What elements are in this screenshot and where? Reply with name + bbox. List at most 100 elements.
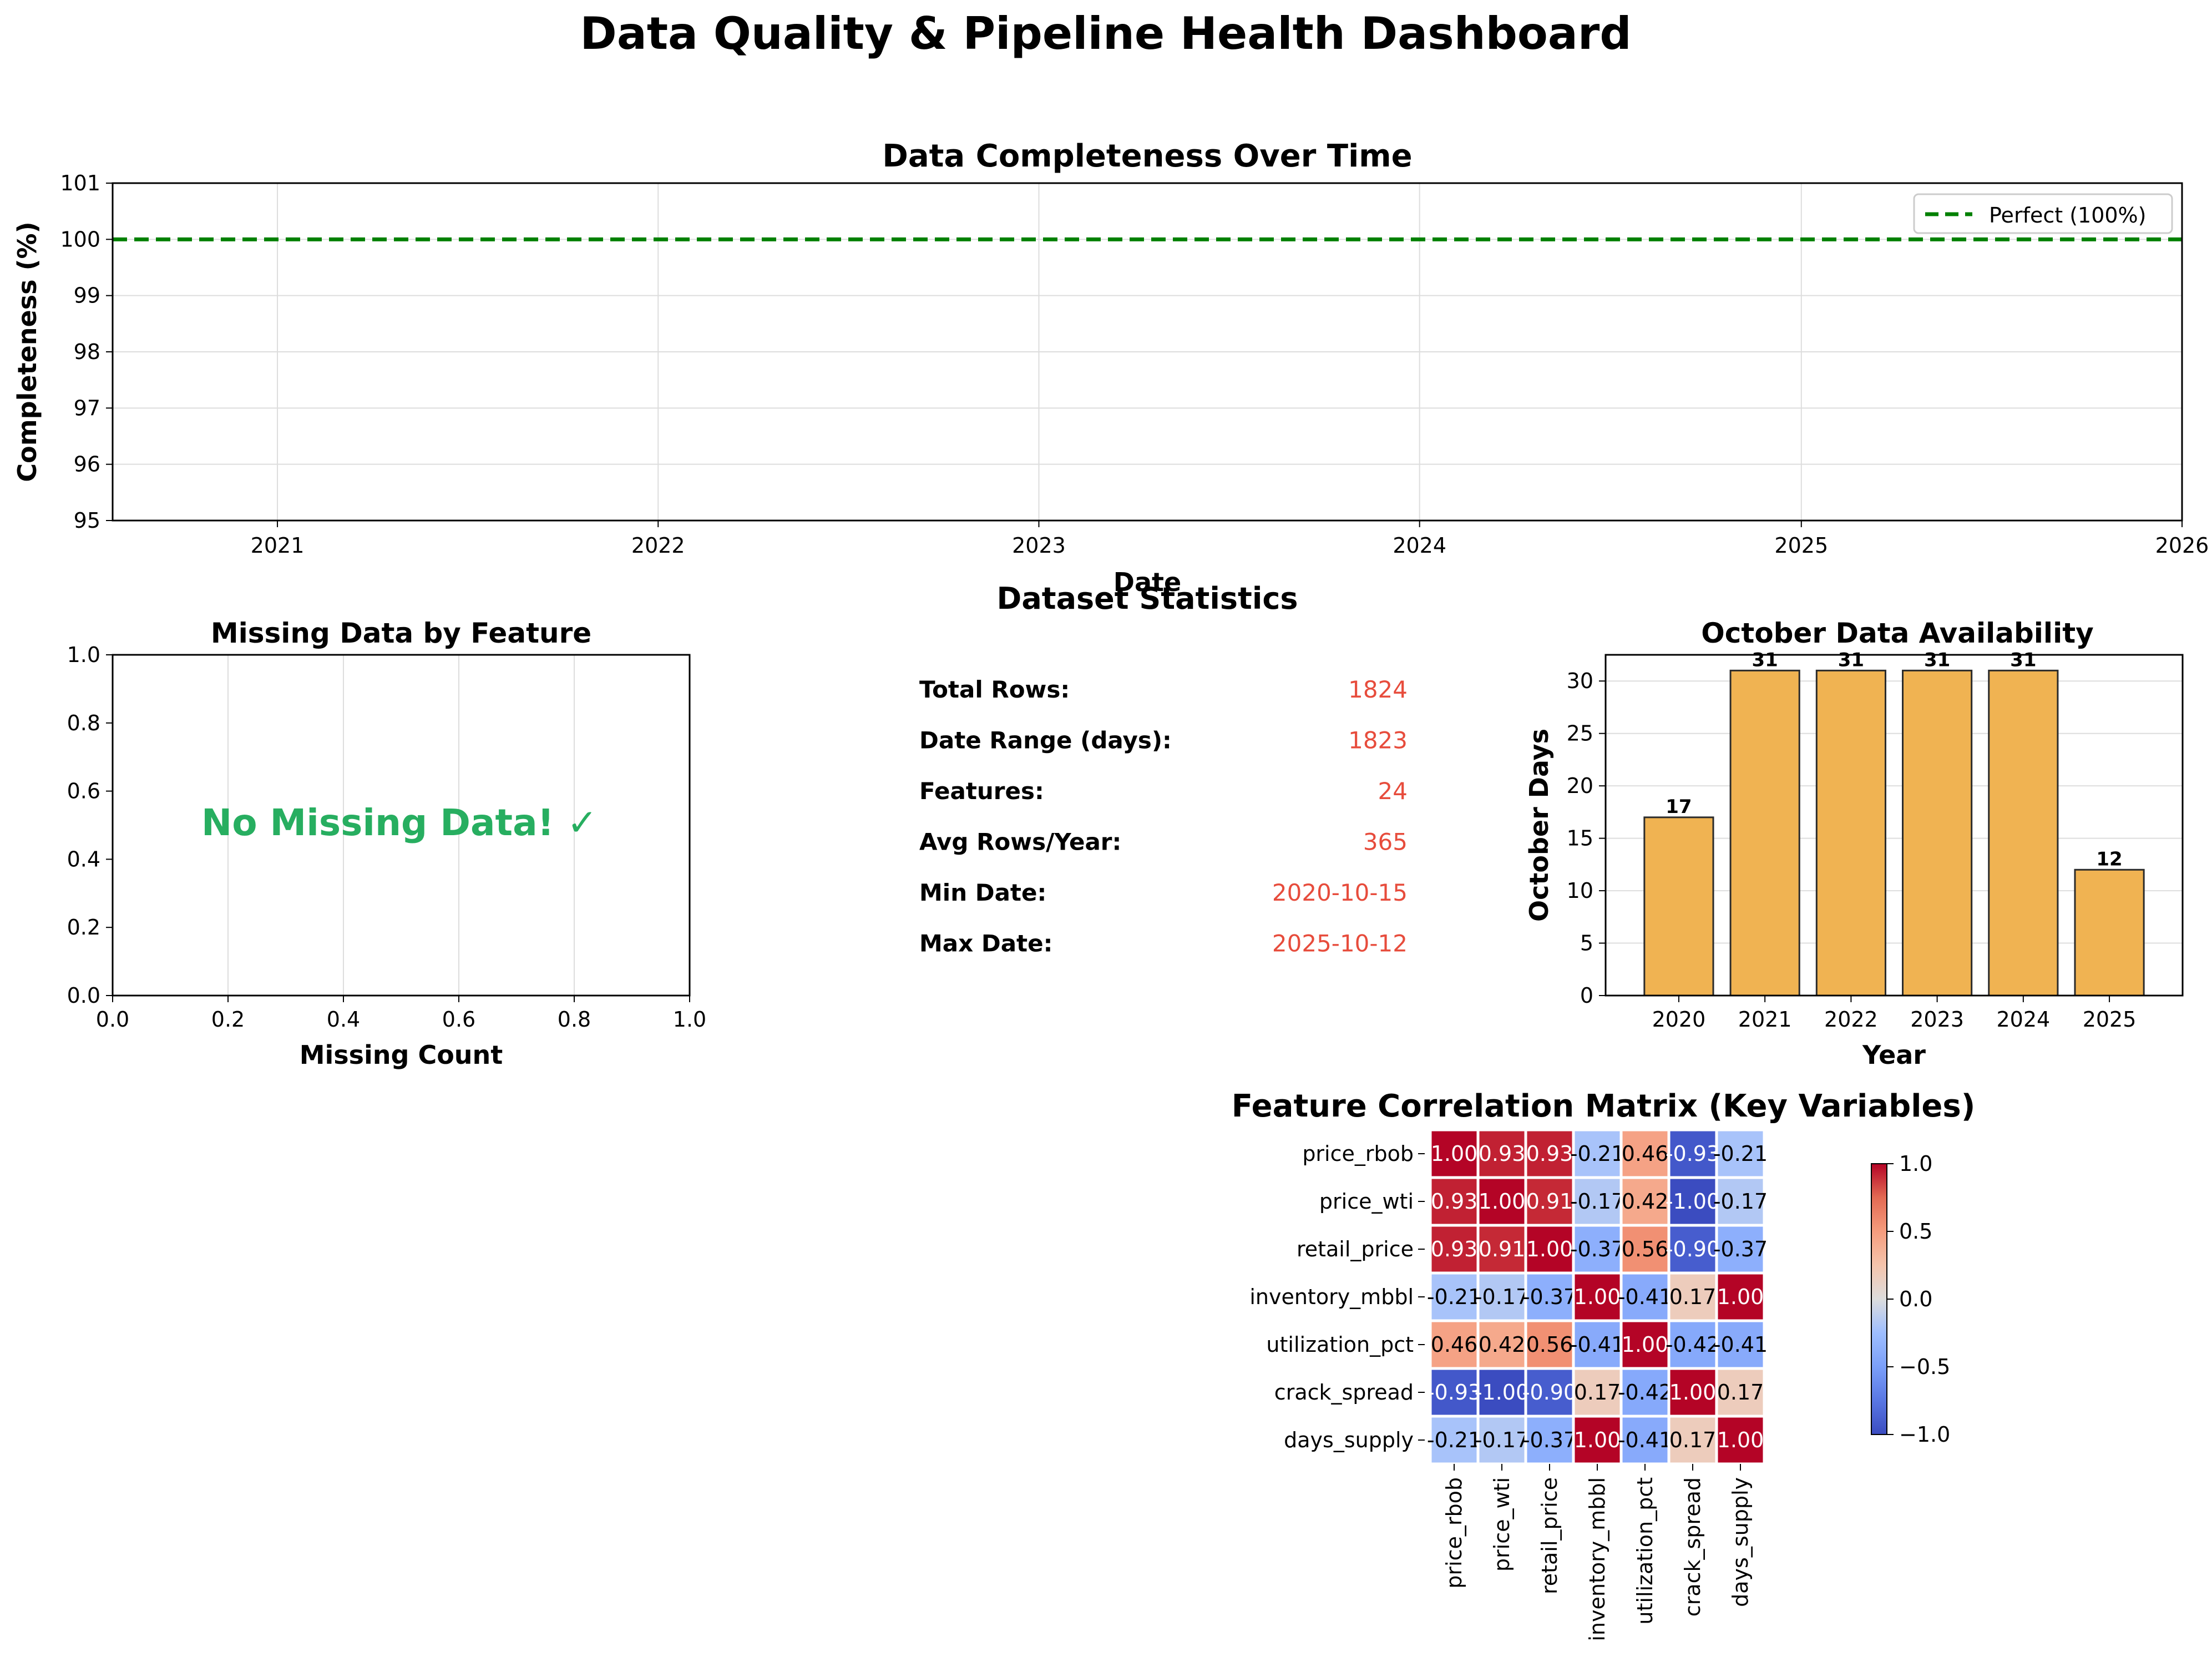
october-y-axis-label: October Days: [1524, 729, 1554, 922]
colorbar-tick-label: −1.0: [1899, 1422, 1950, 1447]
completeness-y-tick-label: 100: [60, 227, 100, 251]
heatmap-cell-label: 0.93: [1431, 1189, 1478, 1214]
completeness-y-axis-label: Completeness (%): [12, 221, 42, 482]
heatmap-cell-label: -0.90: [1522, 1380, 1577, 1405]
heatmap-cell-label: 0.17: [1717, 1380, 1764, 1405]
heatmap-cell-label: -0.21: [1427, 1285, 1481, 1309]
completeness-y-tick-label: 101: [60, 171, 100, 195]
heatmap-cell: [1524, 1176, 1575, 1227]
heatmap-cell-label: 0.93: [1479, 1141, 1526, 1166]
completeness-y-tick-label: 95: [74, 508, 100, 533]
heatmap-cell-label: 1.00: [1431, 1141, 1478, 1166]
colorbar-ticks: 1.0 0.5 0.0 −0.5 −1.0: [1887, 1151, 1950, 1447]
heatmap-cell-label: 0.91: [1526, 1189, 1573, 1214]
completeness-y-tick-label: 96: [74, 452, 100, 477]
heatmap-cell-label: -0.42: [1618, 1380, 1672, 1405]
october-x-tick-label: 2023: [1910, 1007, 1964, 1032]
heatmap-cell-label: -0.41: [1570, 1332, 1624, 1357]
october-x-tick-label: 2021: [1738, 1007, 1792, 1032]
heatmap-column-label: crack_spread: [1680, 1477, 1705, 1617]
heatmap-cell-label: 0.91: [1479, 1237, 1526, 1261]
heatmap-cell-label: 1.00: [1622, 1332, 1669, 1357]
heatmap-cell-label: 1.00: [1479, 1189, 1526, 1214]
legend-box: [1913, 193, 2173, 234]
october-x-tick-label: 2022: [1824, 1007, 1878, 1032]
stat-value: 1823: [1348, 727, 1408, 754]
completeness-x-tick-label: 2024: [1393, 533, 1446, 558]
october-bar-value-label: 12: [2096, 848, 2122, 870]
heatmap-row-label: days_supply: [1284, 1428, 1414, 1452]
heatmap-cell-label: -1.00: [1475, 1380, 1529, 1405]
completeness-y-tick-label: 98: [74, 340, 100, 364]
heatmap-cell-label: -0.17: [1570, 1189, 1624, 1214]
heatmap-column-labels: price_rbob price_wti retail_price inventory…: [1442, 1464, 1753, 1641]
heatmap-row-label: price_rbob: [1302, 1141, 1414, 1166]
heatmap-cell: [1524, 1271, 1575, 1322]
october-availability-chart: October Data Availability 17 31 31 31 31 12 2…: [1524, 617, 2184, 1070]
missing-data-y-tick-label: 0.4: [67, 847, 100, 871]
dataset-statistics-rows: Total Rows: 1824 Date Range (days): 1823 Fea…: [919, 676, 1408, 957]
heatmap-column-label: days_supply: [1728, 1477, 1753, 1607]
heatmap-cell-label: 1.00: [1526, 1237, 1573, 1261]
colorbar-tick-label: 1.0: [1899, 1151, 1932, 1176]
october-bar-value-label: 31: [1924, 649, 1950, 671]
missing-data-x-axis-label: Missing Count: [300, 1040, 503, 1070]
heatmap-cell: [1667, 1271, 1718, 1322]
no-missing-data-annotation: No Missing Data! ✓: [201, 801, 598, 844]
completeness-legend: Perfect (100%): [1913, 193, 2173, 234]
heatmap-row-label: inventory_mbbl: [1249, 1285, 1414, 1309]
heatmap-cell-label: 0.42: [1479, 1332, 1526, 1357]
heatmap-cell-label: 0.93: [1526, 1141, 1573, 1166]
heatmap-cell: [1572, 1128, 1623, 1179]
missing-data-y-tick-label: 0.2: [67, 915, 100, 939]
heatmap-cell-label: 0.56: [1622, 1237, 1669, 1261]
heatmap-cell-label: -0.17: [1475, 1285, 1529, 1309]
missing-data-y-tick-label: 0.0: [67, 983, 100, 1008]
heatmap-cell-label: -0.90: [1666, 1237, 1720, 1261]
heatmap-cell-label: 0.56: [1526, 1332, 1573, 1357]
colorbar-tick-label: 0.5: [1899, 1219, 1932, 1244]
heatmap-cell: [1476, 1128, 1527, 1179]
completeness-x-axis-label: Date: [1113, 567, 1181, 597]
stat-label: Date Range (days):: [919, 727, 1172, 754]
heatmap-row-label: price_wti: [1319, 1189, 1414, 1214]
heatmap-cell-label: -0.41: [1713, 1332, 1768, 1357]
heatmap-cell: [1619, 1271, 1671, 1322]
heatmap-cell: [1476, 1224, 1527, 1275]
october-x-axis-label: Year: [1862, 1040, 1926, 1070]
heatmap-cell: [1715, 1176, 1766, 1227]
dataset-statistics: Dataset Statistics Total Rows: 1824 Date R…: [919, 581, 1408, 957]
heatmap-cell-label: 0.17: [1574, 1380, 1621, 1405]
dashboard-title: Data Quality & Pipeline Health Dashboard: [580, 8, 1631, 59]
stat-label: Total Rows:: [919, 676, 1070, 703]
completeness-grid: [113, 183, 2183, 521]
heatmap-column-label: price_wti: [1490, 1477, 1514, 1572]
october-y-tick-label: 25: [1567, 721, 1593, 746]
completeness-chart-title: Data Completeness Over Time: [882, 138, 1412, 174]
october-plot-frame: [1604, 654, 2184, 997]
stat-value: 1824: [1348, 676, 1408, 703]
heatmap-row-label: utilization_pct: [1266, 1332, 1414, 1357]
heatmap-cell: [1715, 1224, 1766, 1275]
october-x-tick-label: 2020: [1652, 1007, 1706, 1032]
completeness-x-tick-label: 2026: [2155, 533, 2209, 558]
completeness-y-ticks: 95 96 97 98 99 100 101: [60, 171, 113, 533]
heatmap-column-label: inventory_mbbl: [1585, 1477, 1609, 1641]
correlation-heatmap: Feature Correlation Matrix (Key Variable…: [1232, 1088, 1976, 1641]
heatmap-cell-label: -0.37: [1522, 1428, 1577, 1452]
heatmap-cell: [1619, 1224, 1671, 1275]
completeness-x-tick-label: 2025: [1774, 533, 1828, 558]
completeness-x-tick-label: 2023: [1012, 533, 1066, 558]
completeness-y-tick-label: 99: [74, 284, 100, 308]
heatmap-cell-label: 1.00: [1574, 1285, 1621, 1309]
heatmap-cell-label: -0.21: [1427, 1428, 1481, 1452]
heatmap-cell-label: -0.37: [1570, 1237, 1624, 1261]
october-x-tick-label: 2025: [2083, 1007, 2137, 1032]
heatmap-cell-label: 1.00: [1669, 1380, 1717, 1405]
heatmap-cell-label: -0.93: [1427, 1380, 1481, 1405]
october-bar: [1902, 669, 1973, 997]
october-bar: [1815, 669, 1886, 997]
heatmap-cell-label: 0.46: [1622, 1141, 1669, 1166]
heatmap-cell-label: -0.37: [1522, 1285, 1577, 1309]
